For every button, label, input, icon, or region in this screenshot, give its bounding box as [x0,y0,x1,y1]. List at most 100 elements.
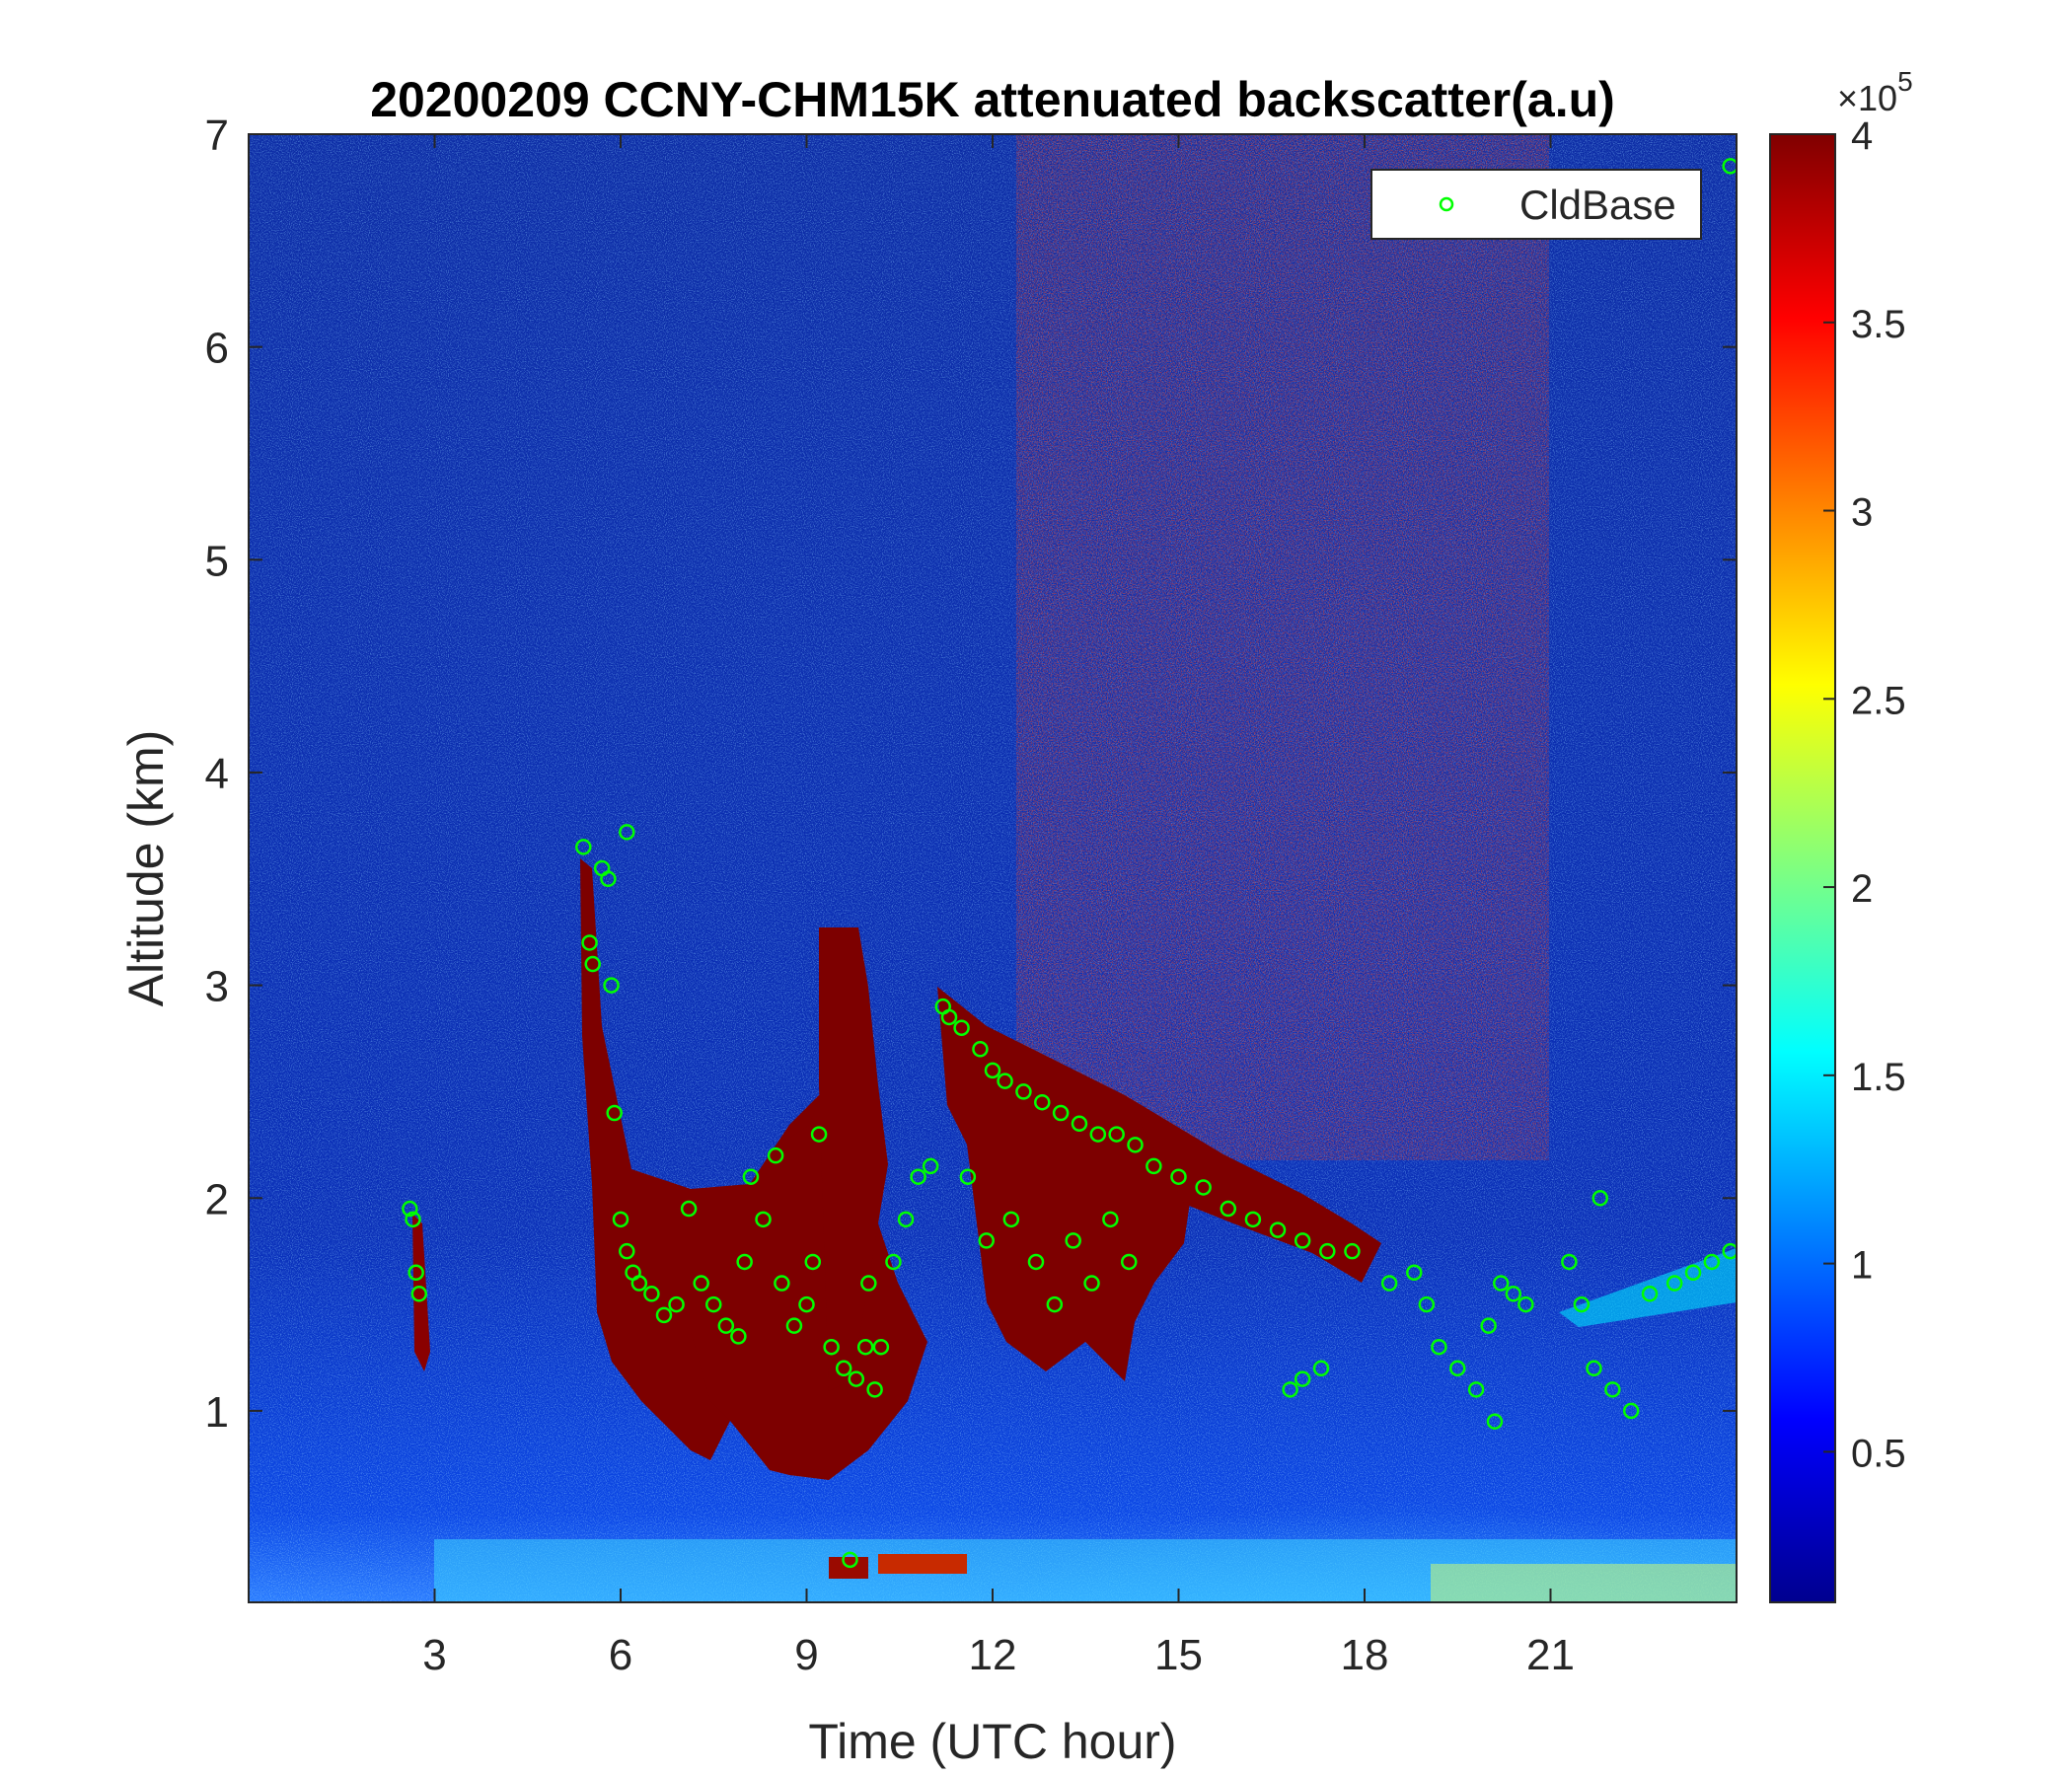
cldbase-point [856,1338,874,1356]
cloud-layer-2 [691,1036,927,1480]
cldbase-point [1089,1126,1107,1143]
cldbase-point [1312,1360,1330,1377]
cldbase-point [1108,1126,1125,1143]
cldbase-point [600,870,617,888]
surface-cloud-patch-2 [878,1554,967,1574]
cldbase-point [655,1306,673,1324]
cldbase-point [1120,1253,1138,1271]
cldbase-point [922,1157,939,1175]
cldbase-point [717,1317,735,1334]
cldbase-point [1591,1190,1609,1207]
colorbar-tick-label: 2.5 [1851,679,1906,722]
cldbase-point [1065,1232,1081,1249]
plot-area [249,134,1737,1602]
x-tick-label: 3 [422,1631,446,1679]
cldbase-point [1282,1381,1298,1398]
cldbase-point [1604,1381,1621,1398]
heatmap-high-noise-layer [1016,134,1549,1160]
cldbase-point [1294,1370,1311,1387]
y-tick-label: 2 [205,1175,229,1223]
cldbase-point [407,1264,424,1281]
cldbase-point [1480,1317,1497,1334]
cldbase-point [984,1062,1001,1079]
colorbar-tick-label: 3.5 [1851,303,1906,346]
cldbase-point [1722,1242,1737,1260]
cldbase-point [630,1275,648,1292]
cldbase-point [1034,1093,1051,1111]
cldbase-point [603,977,620,994]
y-tick-label: 4 [205,750,229,798]
cloud-layer-6 [412,1214,430,1371]
cldbase-point [897,1211,915,1228]
cldbase-point [668,1295,685,1313]
cloud-layer-3 [819,927,888,1391]
cldbase-point [1486,1413,1504,1430]
y-tick-label: 1 [205,1388,229,1437]
cldbase-point [959,1168,977,1185]
colorbar-multiplier-base: ×10 [1837,78,1897,118]
cldbase-markers [402,158,1737,1569]
cldbase-point [1418,1295,1436,1313]
cldbase-point [1127,1137,1144,1153]
near-surface-aerosol-layer [967,1346,1737,1602]
cldbase-point [823,1338,840,1356]
x-tick-label: 15 [1154,1631,1203,1679]
cldbase-point [730,1328,747,1345]
cldbase-point [410,1286,428,1302]
cldbase-point [1220,1200,1237,1218]
cldbase-point [1269,1221,1287,1238]
x-tick-label: 9 [794,1631,818,1679]
cldbase-point [1431,1338,1447,1356]
cldbase-point [1684,1264,1702,1281]
colorbar-multiplier-exponent: 5 [1897,66,1913,97]
cldbase-point [835,1360,852,1377]
cldbase-point [767,1147,784,1164]
cldbase-point [1505,1286,1522,1302]
cldbase-point [612,1211,629,1228]
cldbase-point [953,1019,970,1036]
x-tick-label: 6 [609,1631,632,1679]
y-axis-label: Altitude (km) [118,730,174,1007]
cldbase-point [680,1200,698,1218]
cldbase-point [705,1295,722,1313]
y-tick-label: 5 [205,537,229,585]
cldbase-point [575,839,592,855]
x-tick-label: 18 [1341,1631,1389,1679]
y-tick-label: 6 [205,325,229,373]
cldbase-point [1344,1242,1361,1260]
cldbase-point [1492,1275,1510,1292]
cldbase-point [1146,1157,1162,1175]
cldbase-point [978,1232,995,1249]
cldbase-point [755,1211,772,1228]
cldbase-point [1319,1242,1336,1260]
cldbase-point [785,1317,803,1334]
colorbar-tick-label: 1 [1851,1244,1873,1288]
cldbase-point [1244,1211,1262,1228]
cloud-layer-4 [937,987,1194,1381]
cldbase-point [1002,1211,1020,1228]
cldbase-point [866,1381,883,1398]
surface-cloud-patch-1 [829,1557,868,1579]
cldbase-point [910,1168,926,1185]
colorbar-tick-label: 4 [1851,114,1873,158]
cldbase-point [619,1242,635,1260]
colorbar-gradient [1769,133,1836,1603]
cldbase-point [1665,1275,1683,1292]
x-tick-label: 12 [969,1631,1017,1679]
cldbase-point [1015,1083,1032,1100]
cldbase-point [940,1008,958,1026]
cldbase-point [1071,1115,1088,1133]
cldbase-point [1641,1286,1659,1302]
cldbase-point [1561,1253,1578,1271]
surface-layer-band-bright [1431,1564,1737,1602]
cldbase-point [1083,1275,1100,1292]
cldbase-point [1294,1232,1311,1249]
x-tick-label: 21 [1526,1631,1575,1679]
cldbase-point [1027,1253,1045,1271]
colorbar-tick-label: 2 [1851,867,1873,911]
legend-label-cldbase: CldBase [1519,182,1676,228]
cldbase-point [405,1211,421,1228]
cldbase-point [972,1041,989,1058]
